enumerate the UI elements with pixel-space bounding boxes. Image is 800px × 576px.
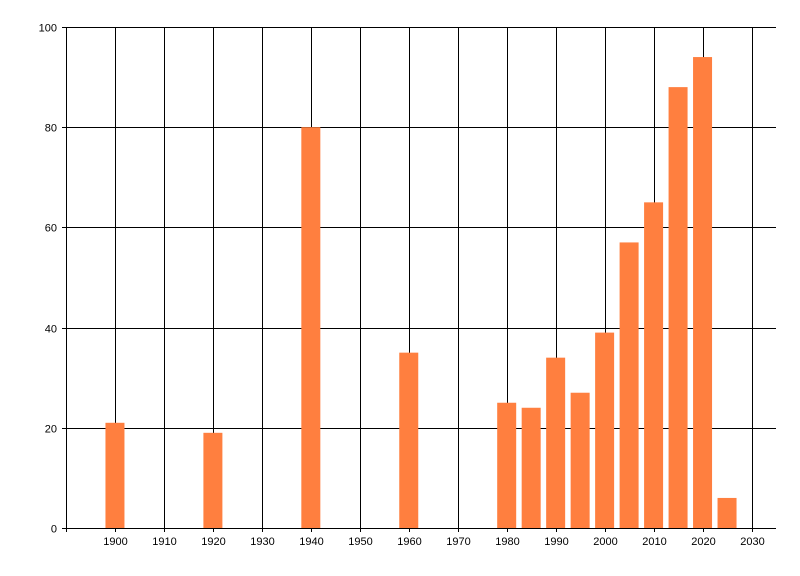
x-tick-label: 1960 xyxy=(397,536,421,548)
x-tick-label: 2010 xyxy=(642,536,666,548)
bars xyxy=(105,57,737,529)
bar xyxy=(546,357,566,528)
bar xyxy=(105,422,125,528)
bar xyxy=(595,332,615,528)
x-tick-label: 1950 xyxy=(348,536,372,548)
bar xyxy=(619,242,639,528)
bar xyxy=(521,407,541,528)
y-tick-label: 60 xyxy=(45,223,57,235)
bar xyxy=(301,127,321,528)
bar xyxy=(497,402,517,528)
axes xyxy=(62,27,776,532)
x-tick-labels: 1900 1910 1920 1930 1940 1950 1960 1970 1980 1990… xyxy=(103,536,764,548)
x-tick-label: 1940 xyxy=(299,536,323,548)
bar xyxy=(693,57,713,529)
x-tick-label: 1990 xyxy=(544,536,568,548)
x-tick-label: 1930 xyxy=(250,536,274,548)
y-tick-label: 20 xyxy=(45,424,57,436)
y-tick-label: 40 xyxy=(45,324,57,336)
bar xyxy=(399,352,419,528)
bar xyxy=(644,202,664,528)
bar xyxy=(203,432,223,528)
y-tick-labels: 0 20 40 60 80 100 xyxy=(39,23,57,536)
bar xyxy=(570,392,590,528)
x-tick-label: 1900 xyxy=(103,536,127,548)
x-tick-label: 2000 xyxy=(593,536,617,548)
y-tick-label: 0 xyxy=(51,524,57,536)
y-tick-label: 100 xyxy=(39,23,57,35)
x-tick-label: 1980 xyxy=(495,536,519,548)
bar xyxy=(717,497,737,528)
x-tick-label: 2020 xyxy=(691,536,715,548)
x-tick-label: 1970 xyxy=(446,536,470,548)
x-tick-label: 2030 xyxy=(740,536,764,548)
y-tick-label: 80 xyxy=(45,123,57,135)
x-tick-label: 1910 xyxy=(152,536,176,548)
bar xyxy=(668,87,688,529)
x-tick-label: 1920 xyxy=(201,536,225,548)
